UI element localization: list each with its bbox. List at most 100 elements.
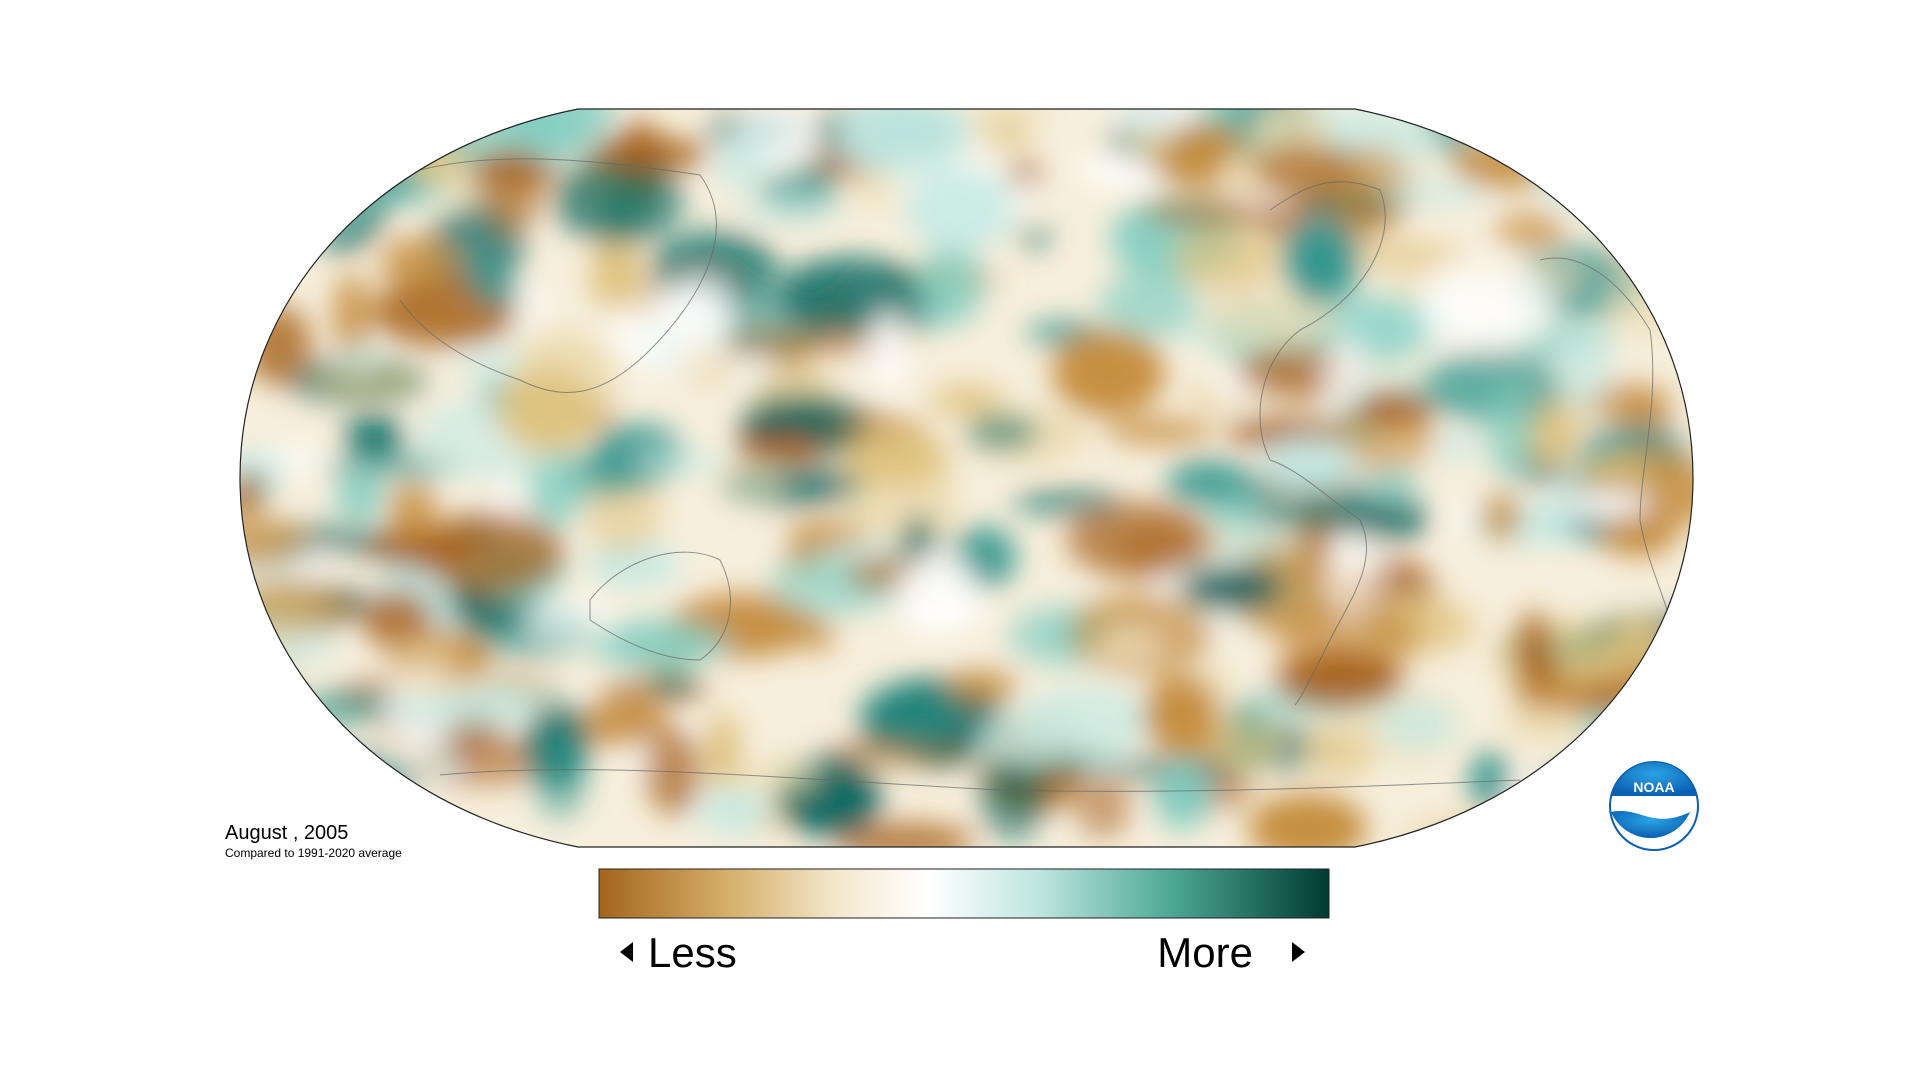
anomaly-blob — [1140, 196, 1289, 228]
anomaly-blob — [1099, 270, 1197, 338]
anomaly-blob — [1554, 324, 1610, 411]
anomaly-blob — [1328, 337, 1364, 410]
anomaly-blob — [253, 156, 374, 233]
anomaly-blob — [1577, 711, 1685, 748]
anomaly-blob — [776, 256, 926, 332]
anomaly-blob — [829, 739, 974, 765]
anomaly-blob — [240, 698, 264, 761]
anomaly-blob — [1283, 218, 1360, 305]
anomaly-blob — [944, 670, 1019, 703]
anomaly-blob — [343, 417, 405, 456]
anomaly-blob — [395, 109, 438, 146]
logo-bottom — [1611, 811, 1690, 839]
anomaly-blob — [1510, 681, 1593, 709]
anomaly-blob — [1066, 501, 1213, 578]
anomaly-blob — [471, 263, 519, 307]
anomaly-blob — [1247, 793, 1368, 847]
anomaly-blob — [312, 368, 423, 395]
anomaly-blob — [1420, 264, 1556, 350]
anomaly-blob — [240, 729, 345, 803]
anomaly-blob — [335, 477, 383, 520]
anomaly-blob — [497, 367, 597, 454]
anomaly-blob — [835, 822, 975, 847]
anomaly-blob — [1389, 264, 1429, 306]
coast-asia — [399, 158, 717, 393]
anomaly-blob — [1606, 616, 1671, 684]
anomaly-blob — [578, 701, 670, 745]
anomaly-blob — [389, 640, 461, 699]
anomaly-blob — [590, 238, 642, 312]
anomaly-blob — [553, 156, 683, 245]
anomaly-blob — [1452, 137, 1576, 190]
anomaly-blob — [240, 580, 334, 632]
anomaly-blob — [1601, 515, 1676, 557]
anomaly-blob — [1195, 287, 1339, 346]
anomaly-blob — [389, 689, 539, 729]
anomaly-blob — [787, 520, 865, 548]
anomaly-blob — [418, 511, 565, 596]
anomaly-blob — [1485, 389, 1536, 480]
anomaly-blob — [380, 236, 457, 291]
anomaly-blob — [1166, 459, 1252, 504]
anomaly-blob — [587, 137, 709, 171]
anomaly-blob — [965, 109, 1048, 135]
anomaly-blob — [1612, 212, 1662, 280]
anomaly-blob — [1261, 437, 1354, 487]
anomaly-blob — [733, 196, 844, 225]
anomaly-blob — [1351, 392, 1434, 426]
anomaly-blob — [980, 752, 1046, 841]
anomaly-blob — [240, 695, 337, 773]
anomaly-blob — [1353, 234, 1389, 259]
anomaly-blob — [400, 109, 473, 185]
anomaly-blob — [240, 637, 286, 704]
anomaly-blob — [240, 470, 265, 517]
anomaly-blob — [903, 167, 1015, 252]
anomaly-blob — [1110, 109, 1203, 131]
anomaly-blob — [1324, 532, 1386, 617]
anomaly-blob — [1332, 497, 1431, 541]
anomaly-blob — [631, 450, 727, 472]
anomaly-blob — [388, 483, 438, 537]
anomaly-blob — [1515, 610, 1553, 689]
coast-australia — [589, 551, 731, 661]
coast-africa — [1539, 257, 1673, 651]
anomaly-blob — [1143, 674, 1218, 755]
anomaly-blob — [702, 713, 743, 788]
noaa-logo: NOAA — [1609, 761, 1699, 851]
logo-text: NOAA — [1633, 779, 1674, 795]
anomaly-blob — [1250, 143, 1358, 194]
anomaly-blob — [929, 384, 1004, 416]
anomaly-blob — [858, 682, 967, 749]
color-bar — [598, 868, 1330, 919]
anomaly-blob — [284, 751, 417, 806]
anomaly-blob — [724, 454, 786, 502]
anomaly-blob — [1406, 815, 1544, 847]
anomaly-blob — [240, 109, 273, 142]
map-title: August , 2005 — [225, 822, 348, 844]
anomaly-blob — [871, 308, 905, 394]
anomaly-blob — [975, 712, 1075, 765]
anomaly-blob — [1440, 428, 1474, 464]
anomaly-blob — [589, 618, 721, 671]
anomaly-blob — [607, 289, 731, 376]
more-arrow — [1292, 942, 1305, 962]
anomaly-blob — [240, 518, 308, 568]
logo-top — [1612, 762, 1696, 796]
anomaly-blob — [718, 329, 839, 359]
legend-high-label: More — [1157, 929, 1253, 976]
anomaly-blob — [1275, 650, 1405, 707]
anomaly-blob — [734, 434, 825, 463]
anomaly-blob — [240, 127, 278, 188]
less-arrow — [620, 942, 633, 962]
coast-americas — [1259, 181, 1386, 706]
anomaly-blob — [846, 176, 897, 206]
anomaly-blob — [836, 109, 971, 176]
anomaly-blob — [1017, 225, 1051, 249]
anomaly-blob — [1155, 763, 1209, 830]
anomaly-blob — [1206, 718, 1281, 773]
anomaly-blob — [842, 429, 950, 488]
anomaly-blob — [697, 787, 769, 836]
anomaly-blob — [1495, 213, 1566, 248]
